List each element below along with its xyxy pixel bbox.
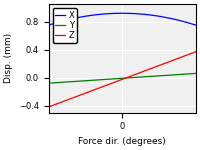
Line: X: X: [49, 13, 196, 25]
X: [181, 20, 184, 22]
Y: [181, 73, 183, 75]
X-axis label: Force dir. (degrees): Force dir. (degrees): [78, 137, 166, 146]
Y-axis label: Disp. (mm): Disp. (mm): [4, 33, 13, 83]
X: [48, 24, 50, 26]
Z: [135, 73, 137, 75]
Z: [181, 56, 183, 58]
Y: [171, 74, 174, 76]
Z: [171, 60, 174, 61]
X: [47, 24, 50, 26]
X: [135, 13, 137, 15]
X: [121, 12, 123, 14]
Z: [47, 106, 50, 108]
Z: [48, 106, 50, 108]
Y: [195, 72, 197, 74]
Z: [135, 73, 137, 75]
X: [195, 24, 197, 26]
Line: Y: Y: [49, 73, 196, 83]
Line: Z: Z: [49, 52, 196, 107]
Y: [135, 76, 137, 78]
X: [172, 18, 174, 20]
Z: [138, 72, 140, 74]
Y: [47, 82, 50, 84]
X: [138, 13, 140, 15]
X: [136, 13, 138, 15]
Y: [135, 76, 137, 78]
Z: [195, 51, 197, 53]
Y: [138, 76, 140, 78]
Y: [48, 82, 50, 84]
Legend: X, Y, Z: X, Y, Z: [53, 8, 77, 43]
